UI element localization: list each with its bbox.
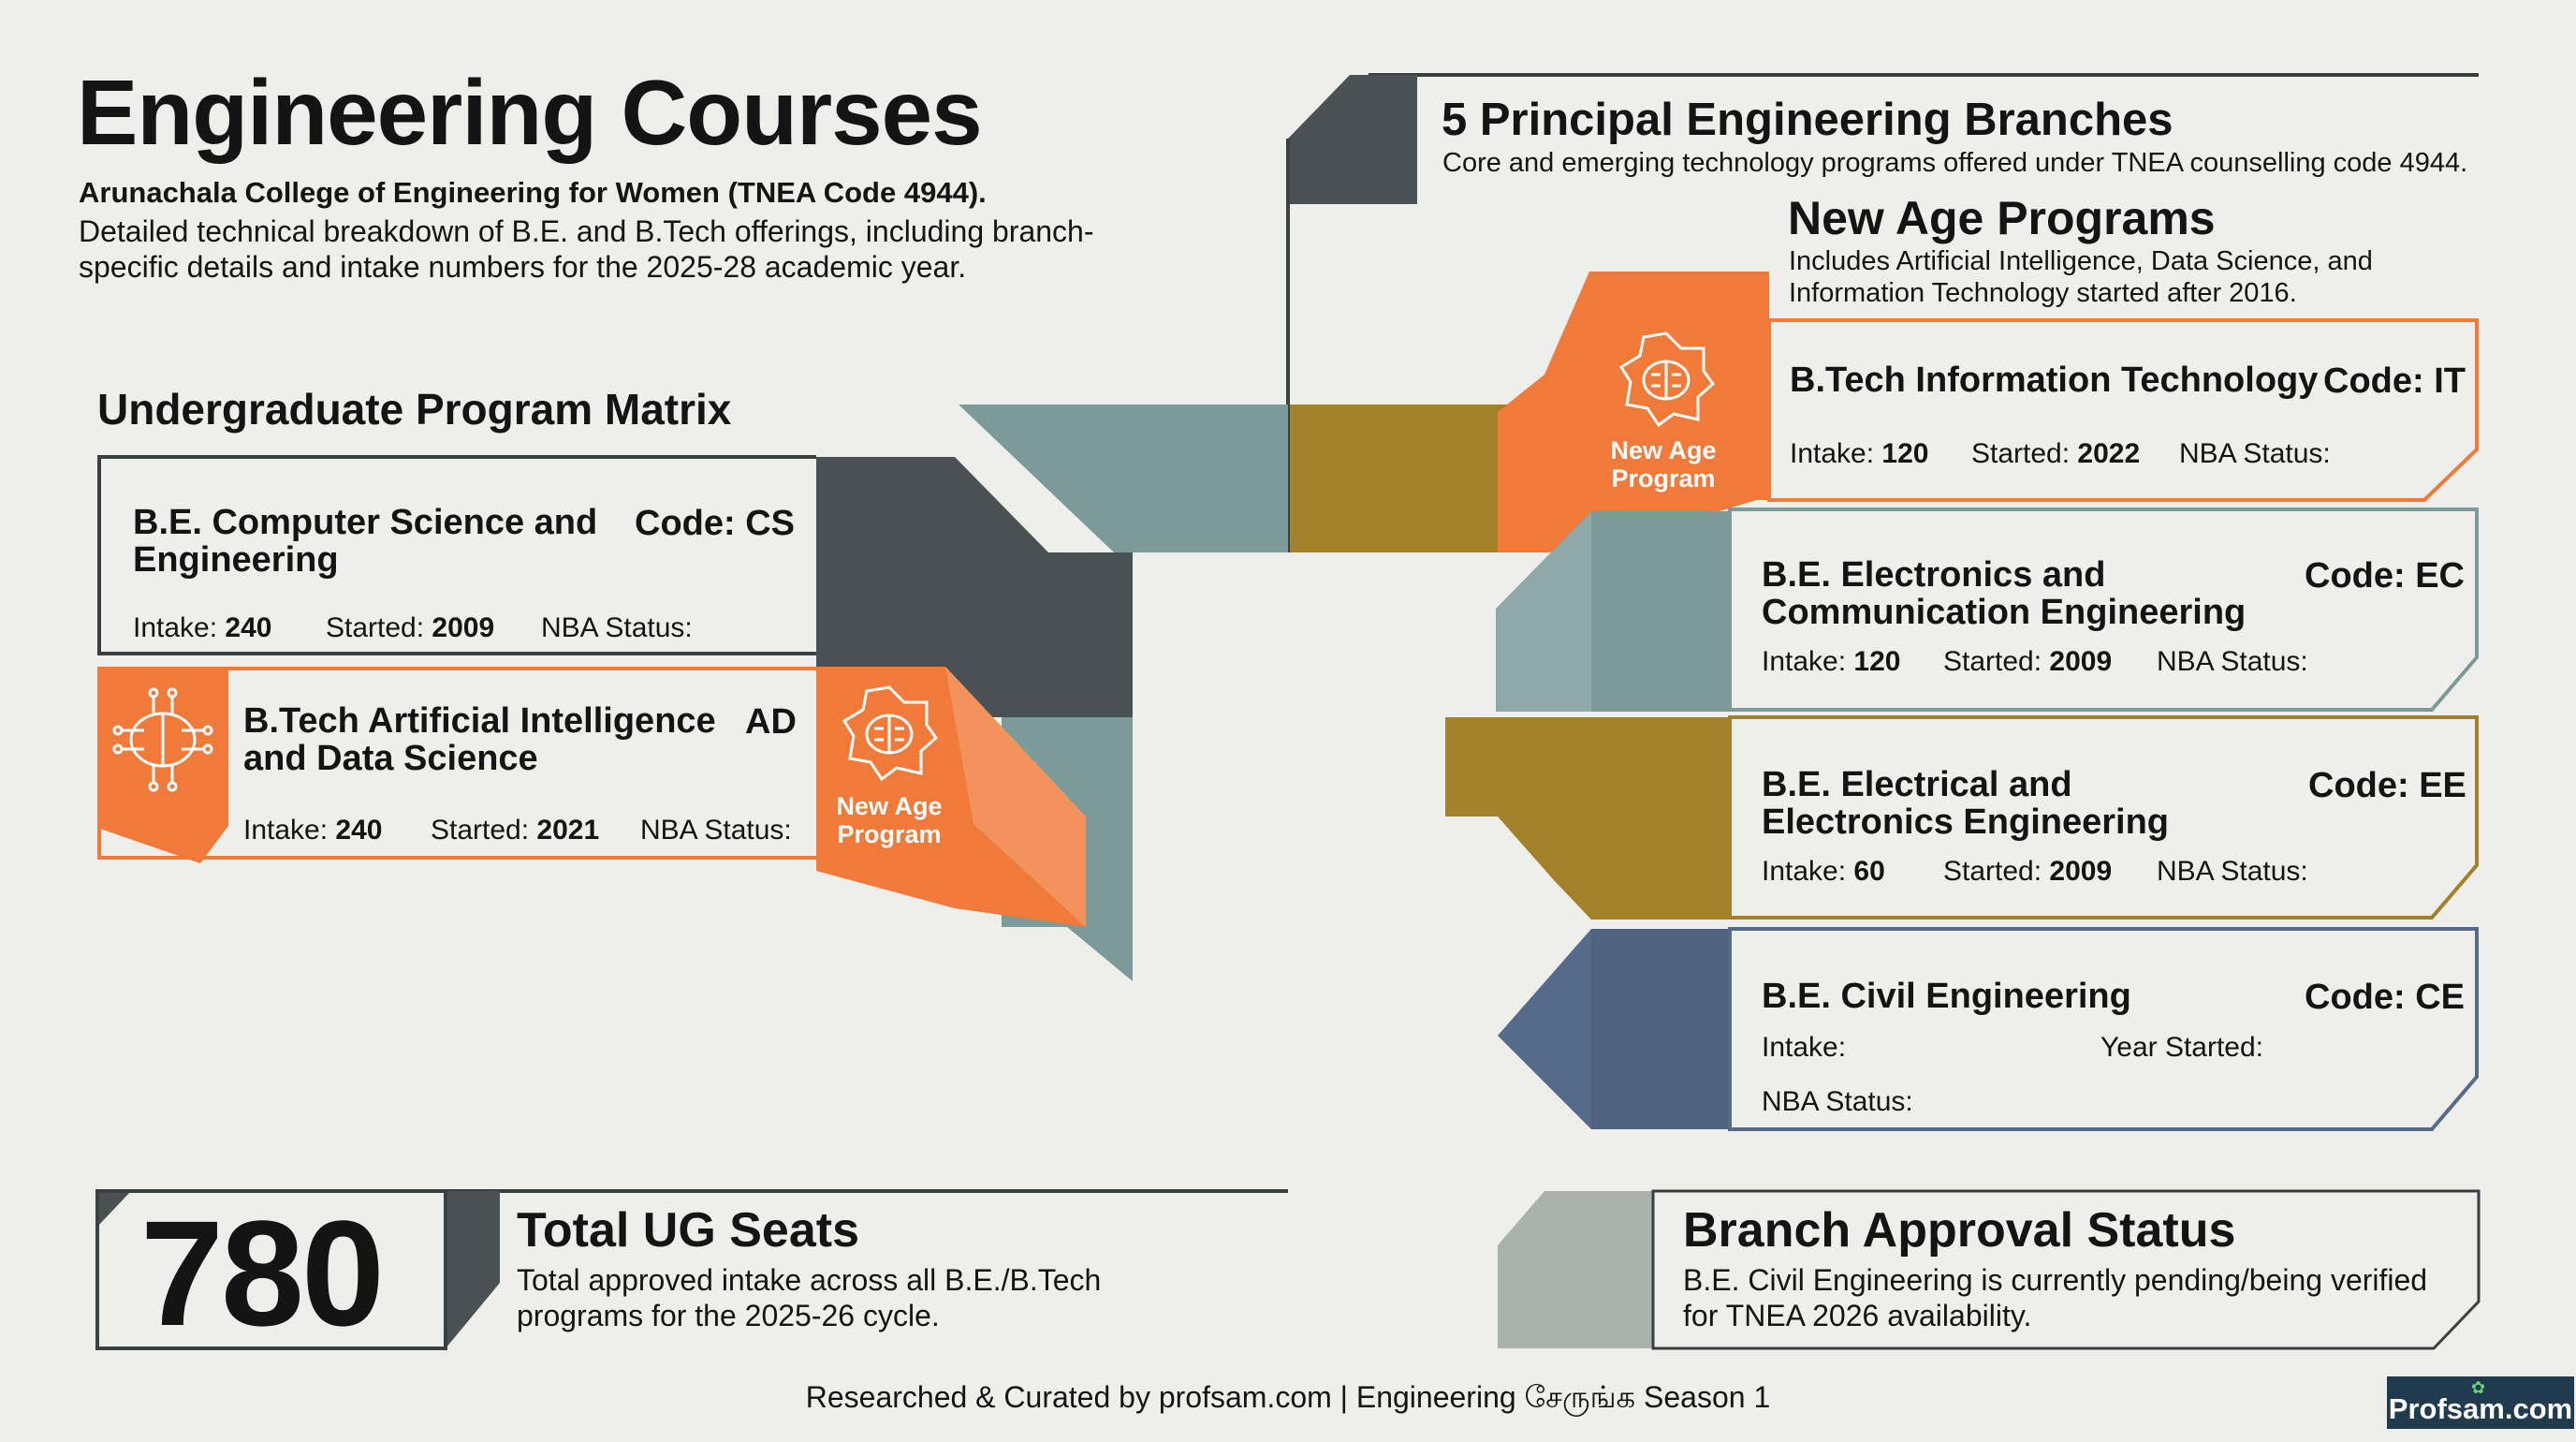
card-started: Started: 2009 (1943, 646, 2112, 678)
intake-label: Intake: (243, 815, 329, 846)
intake-value: 60 (1853, 856, 1885, 887)
started-value: 2009 (432, 612, 495, 643)
card-title: B.E. Civil Engineering (1762, 977, 2131, 1016)
program-card-ce: B.E. Civil Engineering Code: CE Intake: … (1760, 974, 2465, 1124)
card-intake: Intake: 240 (133, 612, 271, 644)
branches-description: Core and emerging technology programs of… (1442, 148, 2468, 178)
card-code: Code: EC (2305, 556, 2465, 596)
started-label: Started: (1943, 856, 2042, 887)
card-started: Started: 2021 (431, 815, 599, 846)
new-age-title: New Age Programs (1788, 192, 2216, 244)
footer-credit: Researched & Curated by profsam.com | En… (805, 1380, 1771, 1414)
started-label: Started: (431, 815, 530, 846)
card-nba: NBA Status: (1762, 1086, 1913, 1117)
ec-card-frame (1728, 508, 2479, 712)
card-nba: NBA Status: (541, 612, 693, 643)
card-title: B.E. Electronics and Communication Engin… (1762, 555, 2247, 632)
program-card-it: B.Tech Information Technology Code: IT I… (1788, 356, 2471, 487)
brain-chip-icon (1618, 331, 1716, 428)
card-nba: NBA Status: (2157, 646, 2308, 677)
card-intake: Intake: 240 (243, 815, 382, 846)
card-started: Year Started: (2100, 1032, 2264, 1063)
page-subtitle: Arunachala College of Engineering for Wo… (79, 176, 987, 209)
started-value: 2021 (536, 815, 600, 846)
card-title: B.Tech Information Technology (1790, 360, 2319, 400)
intake-value: 120 (1853, 646, 1901, 677)
approval-status-description: B.E. Civil Engineering is currently pend… (1683, 1263, 2428, 1332)
total-seats-number: 780 (140, 1189, 385, 1357)
started-value: 2009 (2049, 856, 2113, 887)
intake-label: Intake: (1762, 856, 1847, 887)
started-label: Started: (1971, 438, 2071, 469)
card-code: AD (745, 702, 797, 742)
intake-value: 240 (335, 815, 383, 846)
ad-icon-tab (97, 667, 228, 863)
intake-label: Intake: (1762, 646, 1847, 677)
card-nba: NBA Status: (2157, 856, 2308, 887)
brand-label: Profsam.com (2388, 1392, 2573, 1425)
card-intake: Intake: 120 (1790, 438, 1928, 470)
card-intake: Intake: 120 (1762, 646, 1900, 678)
started-value: 2022 (2077, 438, 2141, 469)
total-seats-description: Total approved intake across all B.E./B.… (517, 1263, 1102, 1332)
card-nba: NBA Status: (640, 815, 792, 846)
card-intake: Intake: 60 (1762, 856, 1885, 888)
approval-status-title: Branch Approval Status (1683, 1203, 2236, 1258)
program-card-cs: B.E. Computer Science and Engineering Co… (97, 455, 816, 655)
card-code: Code: CE (2305, 978, 2465, 1017)
card-title: B.E. Computer Science and Engineering (133, 503, 598, 580)
intake-value: 240 (225, 612, 272, 643)
total-seats-title: Total UG Seats (517, 1203, 860, 1258)
page-description: Detailed technical breakdown of B.E. and… (79, 214, 1094, 284)
started-label: Started: (326, 612, 425, 643)
matrix-title: Undergraduate Program Matrix (97, 385, 732, 434)
intake-label: Intake: (1790, 438, 1875, 469)
program-card-ad: B.Tech Artificial Intelligence and Data … (97, 667, 816, 863)
ce-card-frame (1728, 927, 2479, 1131)
card-title: B.E. Electrical and Electronics Engineer… (1762, 765, 2169, 842)
brand-badge[interactable]: ✿ Profsam.com (2387, 1376, 2574, 1429)
ee-card-frame (1728, 715, 2479, 920)
card-nba: NBA Status: (2179, 438, 2331, 469)
program-card-ec: B.E. Electronics and Communication Engin… (1760, 552, 2465, 702)
card-title: B.Tech Artificial Intelligence and Data … (243, 701, 716, 778)
card-started: Started: 2009 (1943, 856, 2112, 888)
brain-chip-icon (842, 685, 939, 782)
started-value: 2009 (2049, 646, 2113, 677)
new-age-description: Includes Artificial Intelligence, Data S… (1789, 246, 2373, 308)
card-code: Code: EE (2308, 766, 2466, 805)
card-started: Started: 2022 (1971, 438, 2140, 470)
page-title: Engineering Courses (77, 61, 983, 164)
new-age-badge: New Age Program (1610, 436, 1717, 493)
card-started: Started: 2009 (326, 612, 494, 644)
card-intake: Intake: (1762, 1032, 1847, 1063)
intake-label: Intake: (133, 612, 218, 643)
card-code: Code: CS (635, 504, 795, 543)
circuit-brain-icon (112, 687, 213, 792)
intake-value: 120 (1881, 438, 1929, 469)
card-code: Code: IT (2323, 361, 2466, 401)
new-age-badge: New Age Program (836, 792, 943, 848)
it-card-frame (1586, 318, 2479, 502)
program-card-ee: B.E. Electrical and Electronics Engineer… (1760, 762, 2466, 912)
branches-title: 5 Principal Engineering Branches (1442, 95, 2174, 145)
leaf-icon: ✿ (2471, 1378, 2486, 1397)
started-label: Started: (1943, 646, 2042, 677)
